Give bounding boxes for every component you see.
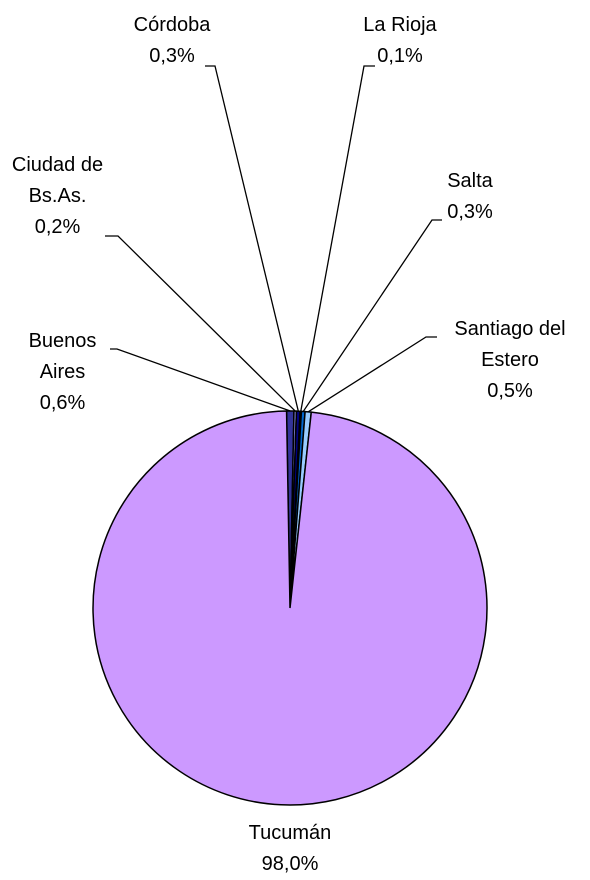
category-label: Santiago del Estero [454, 318, 566, 371]
slice-label: Tucumán 98,0% [190, 818, 390, 880]
leader-line [105, 235, 296, 412]
leader-line [307, 336, 437, 413]
value-label: 0,3% [149, 45, 195, 67]
value-label: 0,6% [39, 392, 86, 414]
category-label: Córdoba [133, 14, 211, 36]
leader-line [110, 348, 291, 412]
category-label: Tucumán [248, 822, 332, 844]
category-label: Ciudad de Bs.As. [11, 154, 104, 207]
category-label: La Rioja [363, 14, 437, 36]
slice-label: Córdoba 0,3% [112, 10, 232, 72]
slice-label: Salta 0,3% [415, 166, 525, 228]
value-label: 0,2% [34, 216, 81, 238]
slice-label: Buenos Aires 0,6% [10, 326, 115, 419]
slice-label: Santiago del Estero 0,5% [430, 314, 590, 407]
slice-label: La Rioja 0,1% [345, 10, 455, 72]
slice-label: Ciudad de Bs.As. 0,2% [0, 150, 115, 243]
value-label: 0,3% [447, 201, 493, 223]
value-label: 0,1% [377, 45, 423, 67]
leader-line [302, 219, 442, 412]
leader-line [205, 65, 299, 412]
value-label: 0,5% [487, 380, 533, 402]
pie-slice [92, 410, 488, 806]
value-label: 98,0% [261, 853, 319, 875]
category-label: Buenos Aires [28, 330, 97, 383]
category-label: Salta [447, 170, 493, 192]
leader-line [300, 65, 375, 412]
